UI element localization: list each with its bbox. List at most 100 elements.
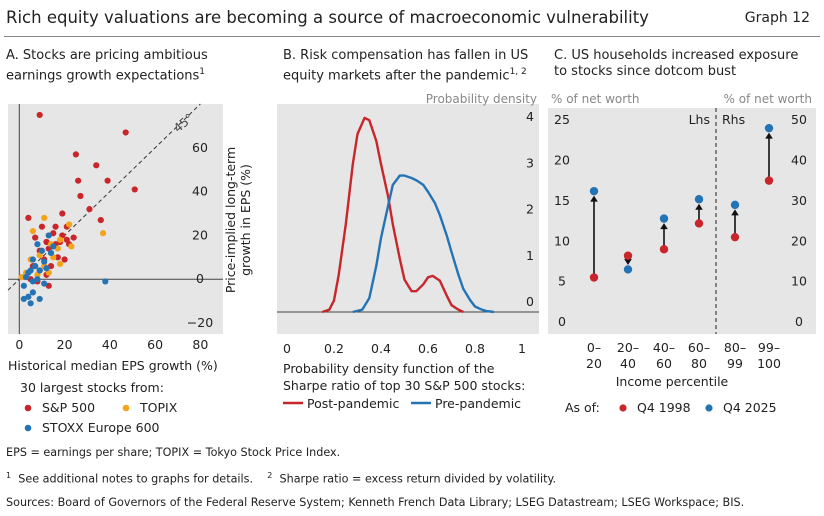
point-q4-1998 xyxy=(764,176,774,185)
panel-a-x-tick: 80 xyxy=(192,337,208,352)
panel-c-category-label: 40 xyxy=(620,356,636,371)
panel-c-category-label: 20 xyxy=(586,356,602,371)
series-line-post-pandemic xyxy=(321,116,464,314)
legend-label-pre-pandemic: Pre-pandemic xyxy=(435,396,521,411)
footnote-1: See additional notes to graphs for detai… xyxy=(18,472,254,486)
scatter-point-topix xyxy=(99,230,107,237)
panel-b-title-sup: 1, 2 xyxy=(509,67,527,77)
scatter-point-stoxx xyxy=(43,265,50,272)
scatter-point-sp500 xyxy=(97,216,104,224)
scatter-point-stoxx xyxy=(29,289,36,296)
panel-c-category-label: 80 xyxy=(691,356,707,371)
panel-c-category-label: 60 xyxy=(656,356,672,371)
scatter-point-stoxx xyxy=(47,249,55,257)
footnote-sources: Sources: Board of Governors of the Feder… xyxy=(6,496,745,509)
legend-label-post-pandemic: Post-pandemic xyxy=(307,396,399,411)
panel-b-x-tick: 0.2 xyxy=(324,341,344,356)
panel-c-right-tick: 20 xyxy=(791,233,807,248)
legend-swatch-sp500 xyxy=(24,404,32,412)
panel-b-y-tick: 1 xyxy=(526,248,534,263)
panel-a-title-line1: A. Stocks are pricing ambitious xyxy=(6,48,208,63)
panel-c-title-line1: C. US households increased exposure xyxy=(554,48,799,63)
point-q4-2025 xyxy=(764,123,774,133)
scatter-point-sp500 xyxy=(75,177,82,184)
panel-b-title-line2: equity markets after the pandemic xyxy=(283,68,510,84)
panel-c-right-axis-note: % of net worth xyxy=(723,92,812,106)
scatter-point-stoxx xyxy=(29,278,36,285)
panel-b-title-line1: B. Risk compensation has fallen in US xyxy=(283,48,529,63)
panel-a-x-tick: 0 xyxy=(15,337,23,352)
scatter-point-topix xyxy=(56,236,64,243)
panel-c-left-tick: 20 xyxy=(554,153,570,168)
change-arrow-head xyxy=(695,203,703,210)
panel-c-category-label: 20– xyxy=(617,340,639,355)
panel-a-y-tick: 20 xyxy=(192,227,208,242)
graph-number: Graph 12 xyxy=(744,10,810,26)
panel-c-title-line2: to stocks since dotcom bust xyxy=(554,64,737,79)
scatter-point-sp500 xyxy=(122,129,129,136)
scatter-point-stoxx xyxy=(38,247,46,254)
change-arrow-head xyxy=(660,223,668,230)
scatter-point-topix xyxy=(18,273,25,281)
panel-c-left-tick: 5 xyxy=(558,274,566,289)
scatter-point-sp500 xyxy=(59,210,66,217)
legend-label-sp500: S&P 500 xyxy=(42,400,95,415)
panel-a-ylabel-line2: growth in EPS (%) xyxy=(238,164,253,276)
legend-asof-label: As of: xyxy=(565,400,600,415)
panel-c-title: C. US households increased exposure to s… xyxy=(554,48,798,80)
scatter-point-stoxx xyxy=(32,262,39,270)
panel-a-y-tick: 40 xyxy=(192,184,208,199)
panel-b: Probability density 0 0.2 0.4 0.6 0.8 101234 … xyxy=(277,92,539,411)
panel-a-ylabel-line1: Price-implied long-term xyxy=(223,147,238,293)
point-q4-1998 xyxy=(623,251,633,260)
panel-a-x-tick: 20 xyxy=(57,337,73,352)
footnote-notes: 1 See additional notes to graphs for det… xyxy=(6,471,556,486)
scatter-point-stoxx xyxy=(23,273,30,281)
scatter-point-stoxx xyxy=(36,267,43,274)
panel-b-x-tick: 1 xyxy=(518,341,526,356)
scatter-point-stoxx xyxy=(20,282,27,289)
legend-label-topix: TOPIX xyxy=(139,400,178,415)
panel-b-y-tick: 2 xyxy=(526,202,534,217)
panel-b-x-tick: 0.4 xyxy=(371,341,391,356)
scatter-point-stoxx xyxy=(34,241,41,248)
panel-b-caption-line2: Sharpe ratio of top 30 S&P 500 stocks: xyxy=(283,378,525,393)
panel-b-title: B. Risk compensation has fallen in US eq… xyxy=(283,48,528,84)
scatter-point-topix xyxy=(56,260,64,268)
point-q4-2025 xyxy=(589,186,599,196)
footnote-abbreviations: EPS = earnings per share; TOPIX = Tokyo … xyxy=(6,446,341,459)
panel-c-legend: As of: Q4 1998 Q4 2025 xyxy=(565,400,777,415)
panel-b-y-tick: 0 xyxy=(526,294,534,309)
panel-c-category-label: 40– xyxy=(653,340,675,355)
legend-swatch-stoxx xyxy=(24,424,32,432)
scatter-point-stoxx xyxy=(41,258,48,265)
panel-c: % of net worth % of net worth Lhs Rhs 0 5… xyxy=(548,92,816,415)
scatter-point-sp500 xyxy=(86,206,93,213)
panel-c-left-tick: 10 xyxy=(554,233,570,248)
panel-b-legend: Post-pandemic Pre-pandemic xyxy=(283,396,521,411)
point-q4-1998 xyxy=(589,273,599,282)
change-arrow-head xyxy=(590,195,598,202)
panel-a-y-tick: −20 xyxy=(187,315,213,330)
panel-c-right-tick: 30 xyxy=(791,193,807,208)
legend-swatch-q4-1998 xyxy=(619,404,627,412)
point-q4-2025 xyxy=(659,214,669,223)
scatter-point-sp500 xyxy=(72,151,79,158)
panel-b-y-tick: 3 xyxy=(526,155,534,170)
panel-b-caption-line1: Probability density function of the xyxy=(283,361,495,376)
scatter-point-topix xyxy=(41,214,48,222)
scatter-point-topix xyxy=(68,243,75,250)
point-q4-1998 xyxy=(730,232,740,242)
point-q4-1998 xyxy=(694,219,704,228)
footnote-1-mark: 1 xyxy=(6,471,12,480)
scatter-point-sp500 xyxy=(104,177,111,184)
scatter-point-sp500 xyxy=(54,254,61,261)
legend-swatch-topix xyxy=(122,404,130,412)
scatter-point-sp500 xyxy=(93,162,100,169)
panel-c-category-label: 60– xyxy=(688,340,710,355)
panel-b-y-tick: 4 xyxy=(526,109,534,124)
scatter-point-sp500 xyxy=(131,186,138,193)
rhs-label: Rhs xyxy=(722,112,745,127)
panel-a-legend: S&P 500 TOPIX STOXX Europe 600 xyxy=(24,400,178,435)
